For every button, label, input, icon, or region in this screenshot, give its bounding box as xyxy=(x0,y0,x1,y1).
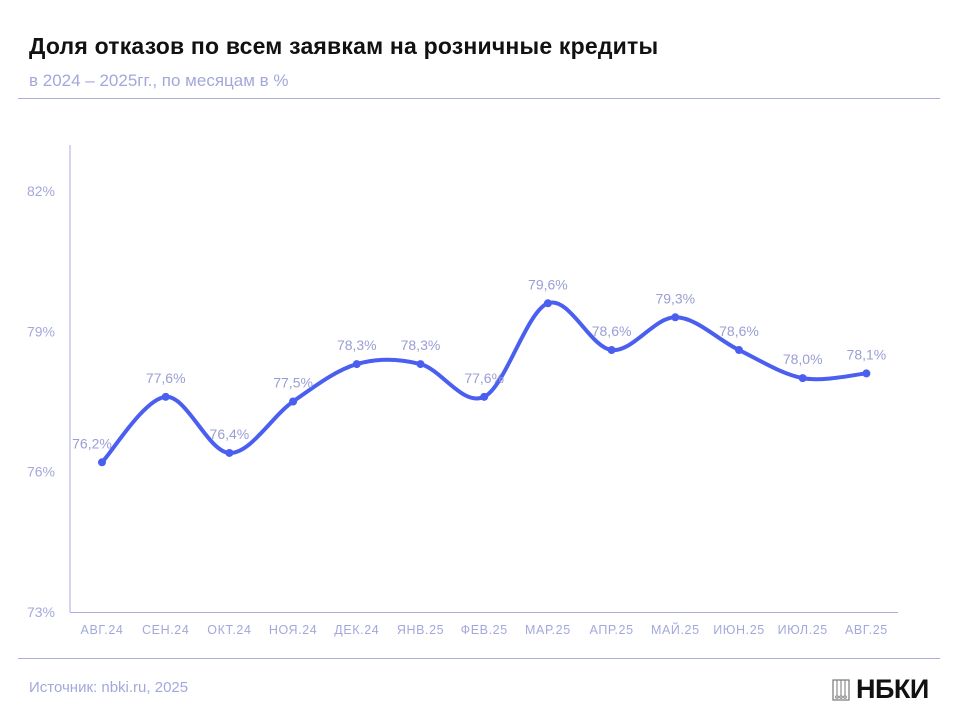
header-divider xyxy=(18,98,940,99)
data-point xyxy=(607,346,616,355)
data-label: 77,5% xyxy=(273,375,313,391)
data-label: 77,6% xyxy=(464,370,504,386)
data-label: 78,1% xyxy=(847,346,887,362)
x-tick-label: МАР.25 xyxy=(525,623,571,637)
data-label: 78,6% xyxy=(592,323,632,339)
source-note: Источник: nbki.ru, 2025 xyxy=(29,679,189,696)
axes xyxy=(69,145,898,613)
y-tick-label: 82% xyxy=(27,183,55,199)
logo-text: НБКИ xyxy=(856,674,929,704)
x-tick-label: ЯНВ.25 xyxy=(397,623,444,637)
data-label: 77,6% xyxy=(146,370,186,386)
data-label: 78,6% xyxy=(719,323,759,339)
x-tick-label: МАЙ.25 xyxy=(651,622,700,637)
nbki-logo: НБКИ xyxy=(832,674,929,705)
data-point xyxy=(862,369,871,378)
x-tick-label: ИЮН.25 xyxy=(713,623,765,637)
x-tick-label: ДЕК.24 xyxy=(334,623,379,637)
chart-title: Доля отказов по всем заявкам на розничны… xyxy=(29,33,659,59)
data-point xyxy=(798,374,807,383)
data-point xyxy=(480,392,489,401)
data-points xyxy=(98,299,871,467)
data-label: 76,2% xyxy=(72,435,112,451)
data-point xyxy=(225,448,234,457)
x-tick-label: СЕН.24 xyxy=(142,623,189,637)
data-label: 79,3% xyxy=(655,290,695,306)
data-point xyxy=(543,299,552,308)
chart-subtitle: в 2024 – 2025гг., по месяцам в % xyxy=(29,71,289,90)
x-tick-label: ФЕВ.25 xyxy=(461,623,508,637)
data-label: 76,4% xyxy=(210,426,250,442)
footer-divider xyxy=(18,658,940,659)
logo-icon xyxy=(832,678,850,701)
data-point xyxy=(161,392,170,401)
y-tick-label: 73% xyxy=(27,604,55,620)
x-tick-label: АВГ.24 xyxy=(81,623,124,637)
data-point xyxy=(289,397,298,406)
x-tick-label: АВГ.25 xyxy=(845,623,888,637)
y-tick-labels: 73% 76% 79% 82% xyxy=(27,183,55,620)
data-point xyxy=(98,458,106,467)
x-tick-label: ОКТ.24 xyxy=(207,623,251,637)
data-label: 79,6% xyxy=(528,276,568,292)
x-tick-label: НОЯ.24 xyxy=(269,623,317,637)
data-point xyxy=(416,360,425,369)
data-labels: 76,2% 77,6% 76,4% 77,5% 78,3% 78,3% 77,6% 79,6%… xyxy=(72,276,886,451)
x-tick-labels: АВГ.24 СЕН.24 ОКТ.24 НОЯ.24 ДЕК.24 ЯНВ.25 ФЕВ.… xyxy=(81,622,888,637)
data-point xyxy=(671,313,680,322)
x-tick-label: АПР.25 xyxy=(590,623,634,637)
data-label: 78,3% xyxy=(401,337,441,353)
y-tick-label: 79% xyxy=(27,323,55,339)
data-point xyxy=(735,346,743,355)
y-tick-label: 76% xyxy=(27,464,55,480)
x-tick-label: ИЮЛ.25 xyxy=(778,623,828,637)
data-label: 78,0% xyxy=(783,351,823,367)
data-point xyxy=(352,360,361,369)
data-label: 78,3% xyxy=(337,337,377,353)
